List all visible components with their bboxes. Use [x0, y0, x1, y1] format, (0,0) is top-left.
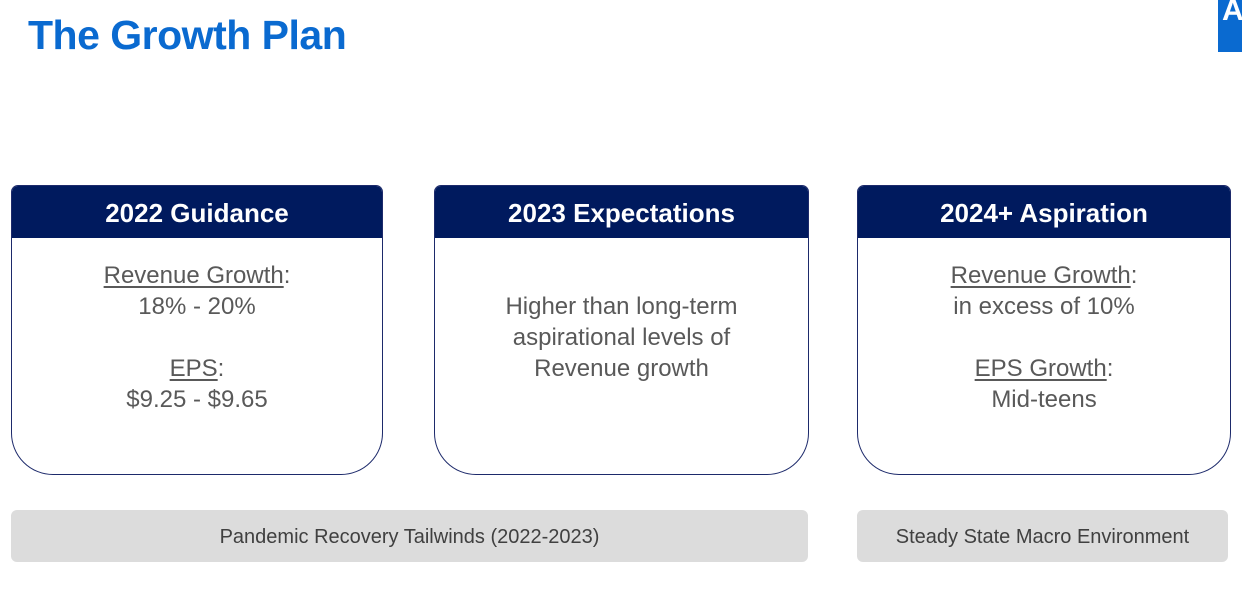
- revenue-growth-value: 18% - 20%: [138, 293, 256, 320]
- revenue-growth-value: in excess of 10%: [953, 293, 1135, 320]
- card-2024-aspiration: 2024+ Aspiration Revenue Growth: in exce…: [857, 185, 1231, 475]
- company-logo: A: [1218, 0, 1242, 52]
- logo-text: A: [1222, 0, 1242, 27]
- card-header: 2024+ Aspiration: [858, 186, 1230, 238]
- card-header: 2022 Guidance: [12, 186, 382, 238]
- colon: :: [1130, 262, 1138, 289]
- revenue-growth-label: Revenue Growth: [950, 262, 1131, 289]
- eps-label: EPS: [169, 355, 218, 382]
- pandemic-recovery-bar: Pandemic Recovery Tailwinds (2022-2023): [11, 510, 808, 562]
- colon: :: [283, 262, 291, 289]
- eps-growth-label: EPS Growth: [974, 355, 1107, 382]
- eps-value: $9.25 - $9.65: [126, 386, 268, 413]
- expectation-line: Higher than long-term: [505, 293, 738, 320]
- colon: :: [217, 355, 225, 382]
- steady-state-bar: Steady State Macro Environment: [857, 510, 1228, 562]
- page-title: The Growth Plan: [28, 12, 347, 58]
- revenue-growth-label: Revenue Growth: [103, 262, 284, 289]
- expectation-line: aspirational levels of: [512, 324, 731, 351]
- card-2023-expectations: 2023 Expectations Higher than long-term …: [434, 185, 809, 475]
- colon: :: [1106, 355, 1114, 382]
- card-2022-guidance: 2022 Guidance Revenue Growth: 18% - 20% …: [11, 185, 383, 475]
- eps-growth-value: Mid-teens: [991, 386, 1097, 413]
- expectation-line: Revenue growth: [534, 355, 709, 382]
- card-header: 2023 Expectations: [435, 186, 808, 238]
